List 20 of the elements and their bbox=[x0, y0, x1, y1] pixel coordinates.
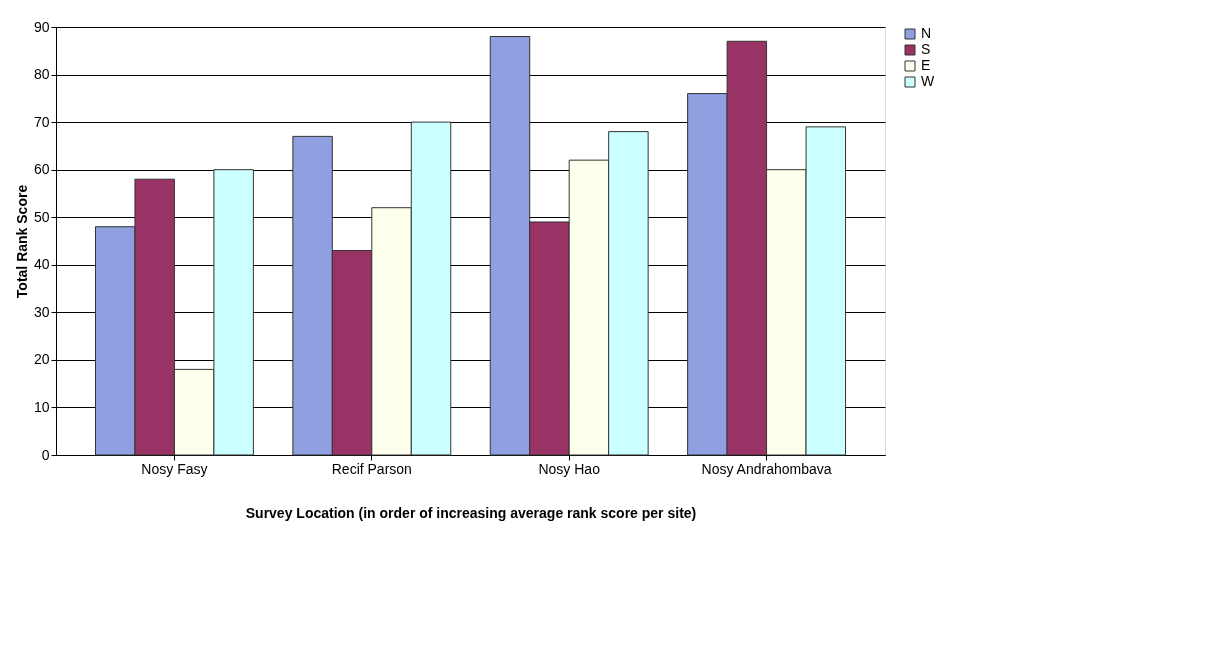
x-axis-title: Survey Location (in order of increasing average rank score per site) bbox=[245, 504, 697, 521]
y-tick-label: 0 bbox=[41, 446, 50, 463]
legend-label: W bbox=[921, 73, 935, 89]
x-tick-label: Nosy Andrahombava bbox=[701, 460, 832, 477]
y-tick-label: 60 bbox=[33, 161, 50, 178]
legend-label: N bbox=[921, 25, 932, 41]
y-tick-label: 30 bbox=[33, 303, 50, 320]
y-tick-label: 50 bbox=[33, 208, 50, 225]
y-tick-label: 20 bbox=[33, 351, 50, 368]
y-axis-title: Total Rank Score bbox=[13, 184, 30, 299]
x-tick-label: Recif Parson bbox=[331, 460, 412, 477]
legend-label: S bbox=[921, 41, 931, 57]
y-tick-label: 70 bbox=[33, 113, 50, 130]
y-tick-label: 90 bbox=[33, 18, 50, 35]
y-tick-label: 10 bbox=[33, 398, 50, 415]
legend-label: E bbox=[921, 57, 931, 73]
y-tick-label: 80 bbox=[33, 66, 50, 83]
x-tick-label: Nosy Hao bbox=[538, 460, 601, 477]
x-tick-label: Nosy Fasy bbox=[141, 460, 208, 477]
y-tick-label: 40 bbox=[33, 256, 50, 273]
